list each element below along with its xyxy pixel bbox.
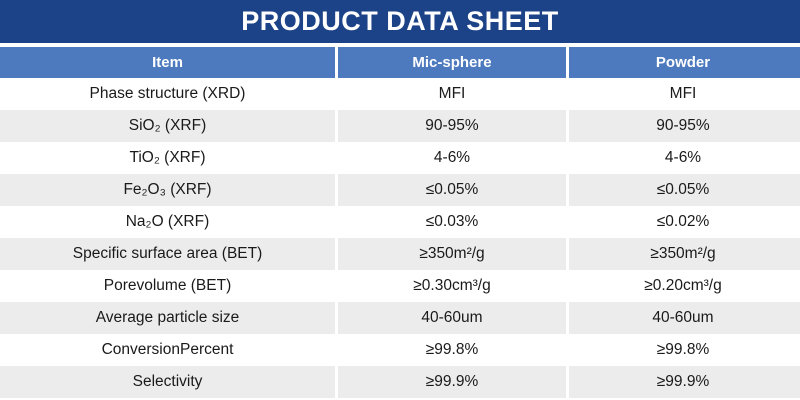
item-cell: Average particle size — [0, 302, 338, 334]
title-bar: PRODUCT DATA SHEET — [0, 0, 800, 43]
title-divider — [0, 43, 800, 47]
header-cell-mic-sphere: Mic-sphere — [338, 47, 569, 78]
table-row: Na₂O (XRF) ≤0.03% ≤0.02% — [0, 206, 800, 238]
value-cell-powder: 4-6% — [664, 149, 702, 166]
item-cell: Phase structure (XRD) — [0, 78, 338, 110]
header-cell-powder: Powder — [655, 54, 711, 71]
table-row: SiO₂ (XRF) 90-95% 90-95% — [0, 110, 800, 142]
item-cell: ConversionPercent — [0, 334, 338, 366]
value-cell-powder: ≥99.9% — [656, 373, 710, 390]
table-row: TiO₂ (XRF) 4-6% 4-6% — [0, 142, 800, 174]
value-cell-powder: ≥0.20cm³/g — [644, 277, 722, 294]
value-cell-mic-sphere: 40-60um — [338, 302, 569, 334]
item-cell: SiO₂ (XRF) — [0, 110, 338, 142]
value-cell-mic-sphere: ≥99.9% — [338, 366, 569, 398]
item-cell: Na₂O (XRF) — [0, 206, 338, 238]
item-cell: Porevolume (BET) — [0, 270, 338, 302]
table-row: Porevolume (BET) ≥0.30cm³/g ≥0.20cm³/g — [0, 270, 800, 302]
table-row: Phase structure (XRD) MFI MFI — [0, 78, 800, 110]
item-cell: TiO₂ (XRF) — [0, 142, 338, 174]
item-cell: Fe₂O₃ (XRF) — [0, 174, 338, 206]
table-row: ConversionPercent ≥99.8% ≥99.8% — [0, 334, 800, 366]
table-row: Specific surface area (BET) ≥350m²/g ≥35… — [0, 238, 800, 270]
value-cell-powder: ≥99.8% — [656, 341, 710, 358]
value-cell-powder: ≤0.05% — [656, 181, 710, 198]
header-cell-item: Item — [0, 47, 338, 78]
table-body: Phase structure (XRD) MFI MFI SiO₂ (XRF)… — [0, 78, 800, 398]
table-row: Fe₂O₃ (XRF) ≤0.05% ≤0.05% — [0, 174, 800, 206]
value-cell-mic-sphere: ≤0.05% — [338, 174, 569, 206]
table-row: Selectivity ≥99.9% ≥99.9% — [0, 366, 800, 398]
value-cell-powder: ≥350m²/g — [650, 245, 716, 262]
value-cell-powder: MFI — [669, 85, 697, 102]
value-cell-powder: 90-95% — [656, 117, 710, 134]
value-cell-powder: ≤0.02% — [656, 213, 710, 230]
table-row: Average particle size 40-60um 40-60um — [0, 302, 800, 334]
value-cell-mic-sphere: 4-6% — [338, 142, 569, 174]
table-header-row: Item Mic-sphere Powder — [0, 47, 800, 78]
value-cell-powder: 40-60um — [652, 309, 714, 326]
value-cell-mic-sphere: ≥99.8% — [338, 334, 569, 366]
item-cell: Specific surface area (BET) — [0, 238, 338, 270]
value-cell-mic-sphere: ≤0.03% — [338, 206, 569, 238]
value-cell-mic-sphere: 90-95% — [338, 110, 569, 142]
item-cell: Selectivity — [0, 366, 338, 398]
value-cell-mic-sphere: MFI — [338, 78, 569, 110]
value-cell-mic-sphere: ≥0.30cm³/g — [338, 270, 569, 302]
page-title: PRODUCT DATA SHEET — [241, 6, 559, 36]
value-cell-mic-sphere: ≥350m²/g — [338, 238, 569, 270]
